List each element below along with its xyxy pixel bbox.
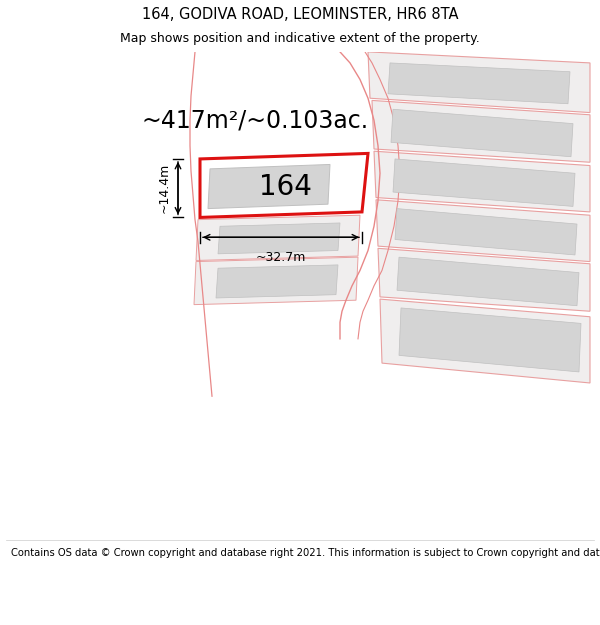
Polygon shape bbox=[374, 151, 590, 212]
Polygon shape bbox=[395, 209, 577, 255]
Text: Contains OS data © Crown copyright and database right 2021. This information is : Contains OS data © Crown copyright and d… bbox=[11, 548, 600, 558]
Polygon shape bbox=[397, 257, 579, 306]
Polygon shape bbox=[200, 153, 368, 218]
Polygon shape bbox=[194, 257, 358, 304]
Polygon shape bbox=[388, 63, 570, 104]
Polygon shape bbox=[380, 299, 590, 383]
Polygon shape bbox=[378, 248, 590, 311]
Text: 164: 164 bbox=[259, 173, 311, 201]
Text: ~14.4m: ~14.4m bbox=[158, 163, 171, 213]
Polygon shape bbox=[376, 200, 590, 262]
Text: 164, GODIVA ROAD, LEOMINSTER, HR6 8TA: 164, GODIVA ROAD, LEOMINSTER, HR6 8TA bbox=[142, 7, 458, 22]
Polygon shape bbox=[196, 215, 360, 261]
Text: ~32.7m: ~32.7m bbox=[256, 251, 306, 264]
Polygon shape bbox=[218, 223, 340, 254]
Text: ~417m²/~0.103ac.: ~417m²/~0.103ac. bbox=[142, 108, 368, 132]
Polygon shape bbox=[393, 159, 575, 206]
Polygon shape bbox=[372, 101, 590, 162]
Polygon shape bbox=[208, 164, 330, 209]
Polygon shape bbox=[391, 109, 573, 157]
Polygon shape bbox=[216, 265, 338, 298]
Polygon shape bbox=[368, 52, 590, 112]
Text: Map shows position and indicative extent of the property.: Map shows position and indicative extent… bbox=[120, 32, 480, 46]
Polygon shape bbox=[399, 308, 581, 372]
